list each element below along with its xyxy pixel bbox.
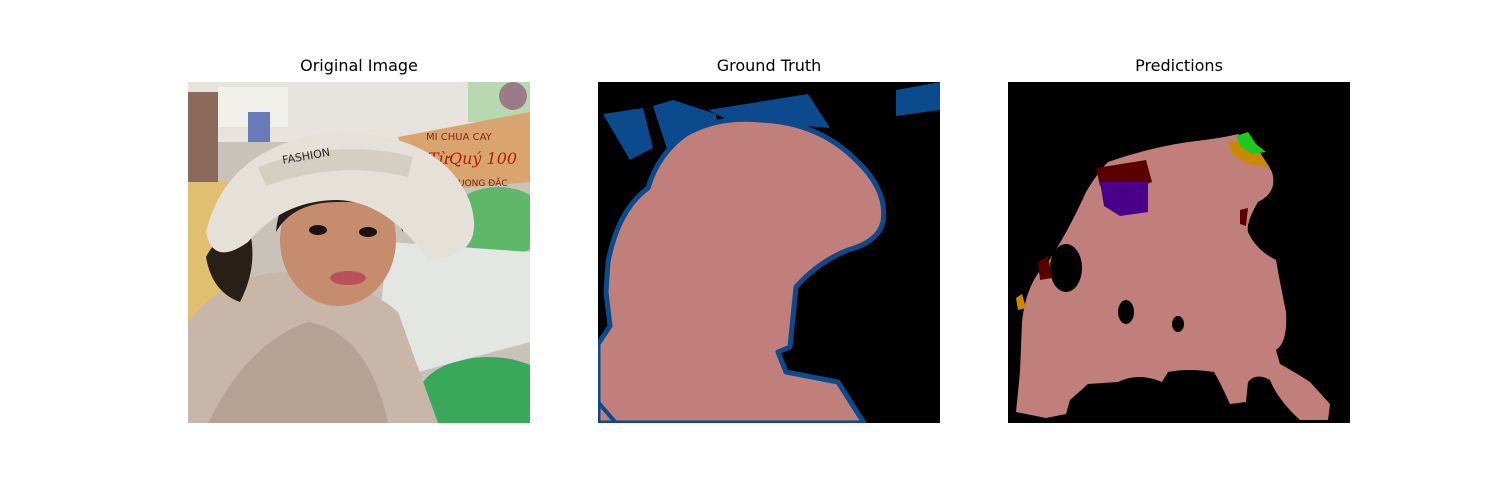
original-image-title: Original Image xyxy=(300,56,418,75)
ground-truth-title: Ground Truth xyxy=(716,56,822,75)
original-image: MI CHUA CAY TừQuý 100 UONG ĐẶC FASHION xyxy=(188,82,530,423)
predicted-person-region xyxy=(1016,134,1330,420)
dark-red-region xyxy=(1096,160,1152,188)
boundary-region xyxy=(603,108,653,160)
predictions-title: Predictions xyxy=(1135,56,1223,75)
green-region xyxy=(1236,132,1266,154)
ground-truth-mask xyxy=(598,82,940,423)
svg-text:TừQuý 100: TừQuý 100 xyxy=(428,149,517,168)
orange-region xyxy=(1228,140,1270,168)
person-region xyxy=(598,116,887,423)
predictions-mask xyxy=(1008,82,1350,423)
box-text-top: MI CHUA CAY xyxy=(426,132,493,143)
svg-text:UONG ĐẶC: UONG ĐẶC xyxy=(458,177,508,189)
purple-region xyxy=(1100,182,1148,216)
child-face xyxy=(280,174,396,306)
